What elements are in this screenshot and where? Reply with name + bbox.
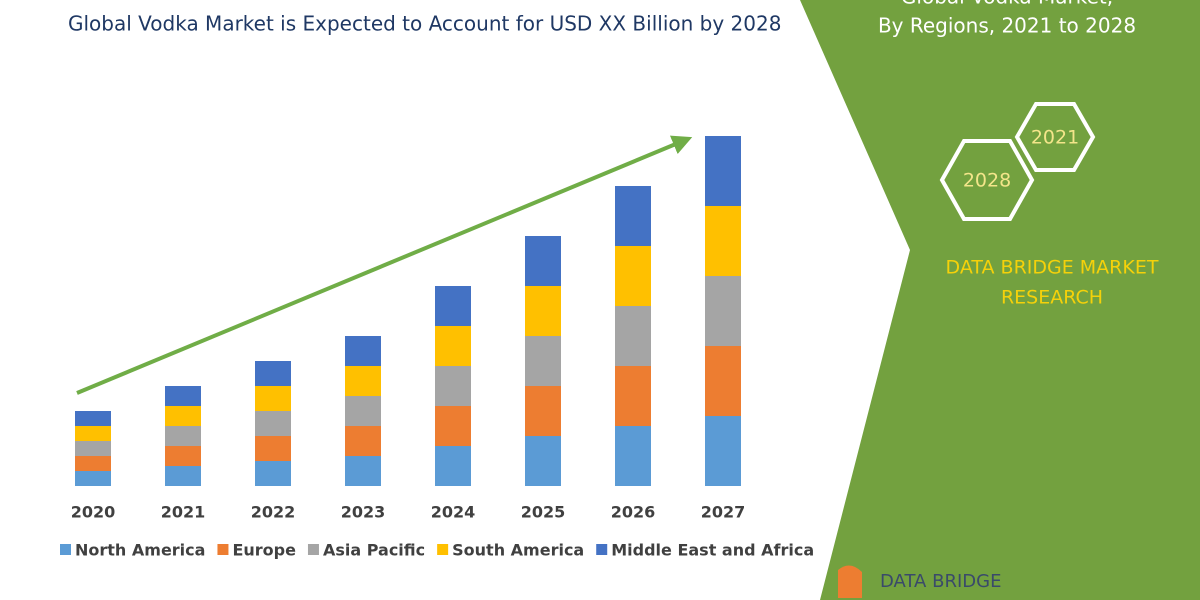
bar-segment — [525, 286, 561, 336]
bar-segment — [435, 366, 471, 406]
bar-segment — [525, 236, 561, 286]
legend-label: Middle East and Africa — [611, 541, 814, 560]
bar-segment — [615, 306, 651, 366]
panel-title: Global Vodka Market, — [901, 0, 1113, 9]
bar-segment — [165, 466, 201, 486]
bar-segment — [705, 136, 741, 206]
bar-segment — [165, 386, 201, 406]
bar-segment — [615, 366, 651, 426]
legend-label: South America — [452, 541, 584, 560]
x-tick-label: 2020 — [71, 503, 116, 522]
x-tick-label: 2021 — [161, 503, 206, 522]
legend-label: Europe — [232, 541, 296, 560]
bar-segment — [165, 426, 201, 446]
bar-segment — [75, 441, 111, 456]
bar-segment — [615, 426, 651, 486]
bar-segment — [435, 286, 471, 326]
x-tick-label: 2026 — [611, 503, 656, 522]
legend-swatch — [307, 544, 319, 555]
bar-segment — [75, 426, 111, 441]
legend-label: North America — [75, 541, 205, 560]
bar-segment — [705, 346, 741, 416]
legend-swatch — [60, 544, 71, 555]
bar-segment — [615, 186, 651, 246]
bar-segment — [705, 416, 741, 486]
legend-swatch — [437, 544, 449, 555]
growth-arrow — [76, 135, 693, 395]
bar-segment — [435, 406, 471, 446]
bar-segment — [525, 336, 561, 386]
logo-text: DATA BRIDGE — [880, 571, 1001, 592]
brand-text: RESEARCH — [1001, 287, 1103, 309]
logo-icon — [838, 565, 862, 598]
bar-segment — [525, 386, 561, 436]
bar-segment — [345, 366, 381, 396]
hexagon — [939, 139, 1035, 221]
legend-label: Asia Pacific — [323, 541, 425, 560]
chart-title: Global Vodka Market is Expected to Accou… — [68, 12, 781, 36]
bar-segment — [345, 426, 381, 456]
bar-segment — [165, 446, 201, 466]
panel-title: By Regions, 2021 to 2028 — [878, 14, 1136, 38]
side-panel — [800, 0, 1200, 600]
bar-segment — [255, 436, 291, 461]
bar-segment — [435, 446, 471, 486]
bar-segment — [705, 276, 741, 346]
bar-segment — [705, 206, 741, 276]
bar-segment — [75, 471, 111, 486]
bar-segment — [435, 326, 471, 366]
bar-segment — [75, 411, 111, 426]
bar-segment — [525, 436, 561, 486]
bar-segment — [255, 411, 291, 436]
bar-segment — [345, 456, 381, 486]
bar-segment — [345, 396, 381, 426]
bar-segment — [255, 386, 291, 411]
legend-swatch — [217, 544, 229, 555]
legend-swatch — [596, 544, 608, 555]
bar-segment — [75, 456, 111, 471]
x-tick-label: 2023 — [341, 503, 386, 522]
hexagon-label: 2021 — [1031, 127, 1079, 149]
bar-segment — [255, 361, 291, 386]
brand-text: DATA BRIDGE MARKET — [946, 257, 1159, 279]
x-tick-label: 2024 — [431, 503, 476, 522]
x-tick-label: 2027 — [701, 503, 746, 522]
hexagon-label: 2028 — [963, 170, 1011, 192]
x-tick-label: 2022 — [251, 503, 296, 522]
bar-segment — [165, 406, 201, 426]
hexagon — [1014, 102, 1096, 172]
bar-segment — [345, 336, 381, 366]
bar-segment — [615, 246, 651, 306]
x-tick-label: 2025 — [521, 503, 566, 522]
bar-segment — [255, 461, 291, 486]
